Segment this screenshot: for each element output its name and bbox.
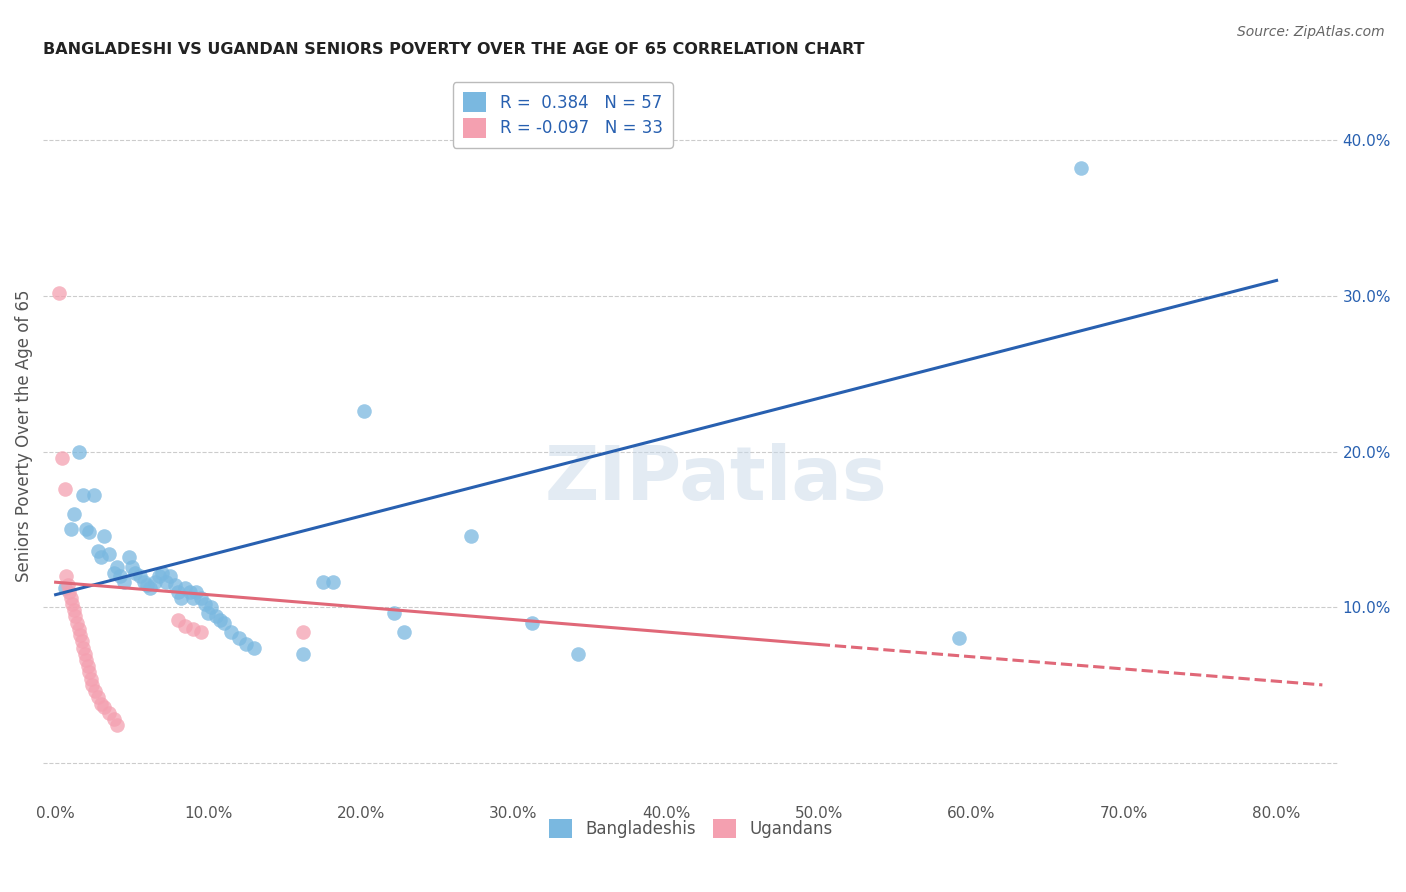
Point (219, 625, 242, 640)
Point (53, 582, 76, 596)
Point (174, 619, 197, 633)
Point (184, 584, 207, 599)
Point (243, 640, 266, 655)
Point (174, 582, 197, 596)
Point (194, 597, 217, 611)
Point (128, 569, 150, 583)
Point (77, 665, 100, 680)
Point (83, 488, 105, 502)
Text: ZIPatlas: ZIPatlas (546, 443, 887, 516)
Point (53, 482, 76, 496)
Point (67, 444, 90, 458)
Point (55, 569, 77, 583)
Point (75, 653, 97, 667)
Point (76, 659, 98, 673)
Point (148, 569, 170, 583)
Point (205, 609, 228, 624)
Point (66, 615, 89, 630)
Point (63, 507, 86, 521)
Point (84, 684, 107, 698)
Point (136, 578, 159, 592)
Point (62, 597, 84, 611)
Point (134, 575, 156, 590)
Point (51, 450, 73, 465)
Point (98, 706, 121, 720)
Point (112, 575, 135, 590)
Point (159, 569, 181, 583)
Point (384, 607, 406, 621)
Point (322, 575, 344, 590)
Point (105, 718, 128, 732)
Point (103, 566, 125, 580)
Point (77, 525, 100, 540)
Point (72, 488, 94, 502)
Point (59, 591, 82, 605)
Point (58, 584, 80, 599)
Point (520, 615, 543, 630)
Point (105, 559, 128, 574)
Point (163, 578, 186, 592)
Point (166, 613, 188, 627)
Point (181, 622, 204, 636)
Point (190, 591, 212, 605)
Point (56, 578, 79, 592)
Point (567, 647, 589, 661)
Point (98, 547, 121, 561)
Point (75, 522, 97, 536)
Point (235, 637, 257, 651)
Point (181, 591, 204, 605)
Point (103, 712, 125, 726)
Point (155, 575, 177, 590)
Point (166, 584, 188, 599)
Text: Source: ZipAtlas.com: Source: ZipAtlas.com (1237, 25, 1385, 39)
Point (93, 699, 115, 714)
Point (152, 566, 174, 580)
Point (228, 632, 250, 646)
Point (948, 632, 970, 646)
Point (87, 544, 110, 558)
Point (90, 550, 112, 565)
Point (121, 559, 143, 574)
Point (93, 528, 115, 542)
Point (291, 625, 314, 640)
Point (291, 647, 314, 661)
Point (80, 672, 103, 686)
Point (460, 528, 482, 542)
Point (67, 622, 90, 636)
Point (179, 584, 201, 599)
Point (190, 625, 212, 640)
Point (312, 575, 335, 590)
Point (197, 607, 219, 621)
Legend: Bangladeshis, Ugandans: Bangladeshis, Ugandans (541, 812, 839, 845)
Point (70, 634, 93, 648)
Point (69, 628, 91, 642)
Point (143, 575, 166, 590)
Point (59, 522, 82, 536)
Point (73, 647, 96, 661)
Point (209, 613, 232, 627)
Point (212, 615, 235, 630)
Text: BANGLADESHI VS UGANDAN SENIORS POVERTY OVER THE AGE OF 65 CORRELATION CHART: BANGLADESHI VS UGANDAN SENIORS POVERTY O… (44, 42, 865, 57)
Point (353, 404, 375, 418)
Point (72, 640, 94, 655)
Point (1070, 161, 1092, 176)
Point (108, 569, 131, 583)
Y-axis label: Seniors Poverty Over the Age of 65: Seniors Poverty Over the Age of 65 (15, 290, 32, 582)
Point (139, 582, 162, 596)
Point (90, 697, 112, 711)
Point (48, 285, 70, 300)
Point (65, 609, 87, 624)
Point (170, 591, 193, 605)
Point (200, 600, 222, 615)
Point (392, 625, 415, 640)
Point (118, 550, 141, 565)
Point (124, 566, 146, 580)
Point (87, 690, 110, 705)
Point (82, 678, 104, 692)
Point (63, 603, 86, 617)
